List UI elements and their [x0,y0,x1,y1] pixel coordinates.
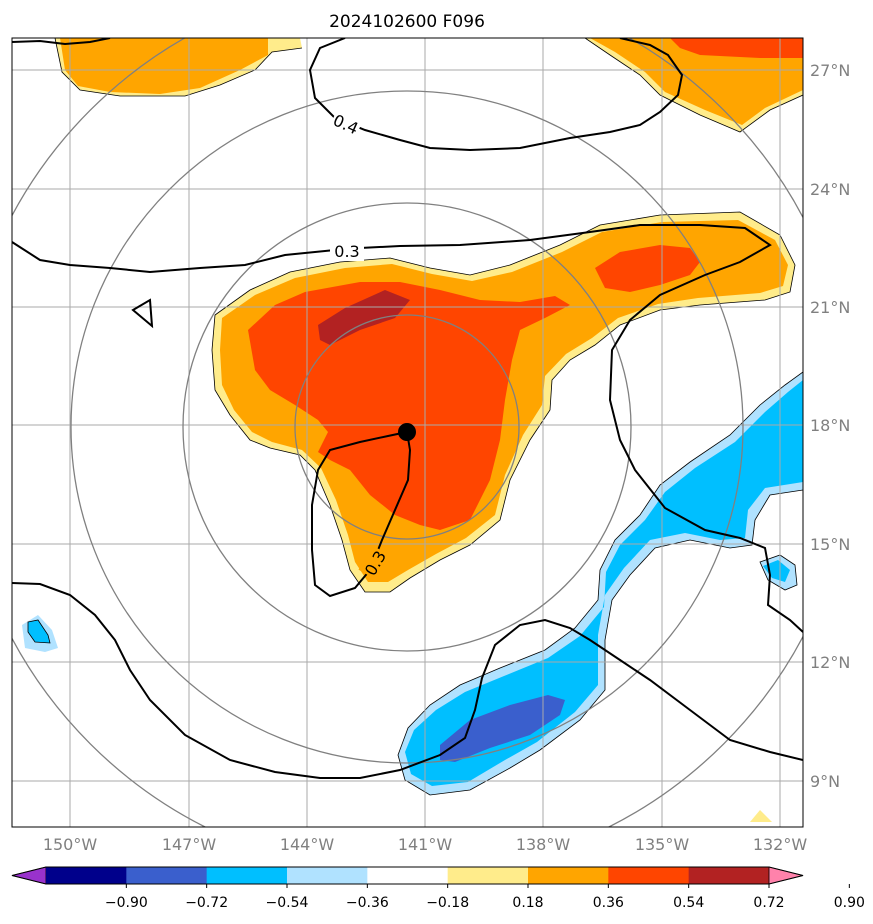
colorbar-tick-label: 0.54 [673,895,704,911]
colorbar-tick-label: −0.36 [346,895,389,911]
storm-center-marker [398,423,416,441]
contour-label-0-3-north: 0.3 [334,242,359,261]
colorbar-tick-label: 0.36 [593,895,624,911]
colorbar-segment [688,867,770,884]
colorbar-segment [287,867,368,884]
colorbar-tick-label: −0.90 [105,895,148,911]
lat-label: 18°N [810,416,850,435]
colorbar-tick-label: −0.18 [426,895,469,911]
lat-label: 9°N [810,772,840,791]
range-rings [12,38,803,827]
colorbar-segment [528,867,609,884]
map-title: 2024102600 F096 [329,12,485,32]
colorbar-segment [367,867,449,884]
colorbar-tick-label: 0.90 [834,895,865,911]
lat-label: 21°N [810,298,850,317]
colorbar-tick-label: −0.54 [266,895,309,911]
lon-label: 132°W [753,835,808,854]
lon-label: 141°W [398,835,453,854]
fill-blue-band [22,372,803,822]
colorbar-tick-label: 0.72 [753,895,784,911]
colorbar-segment [447,867,529,884]
lon-label: 147°W [162,835,217,854]
map-frame [11,37,804,828]
lat-label: 27°N [810,61,850,80]
lat-label: 24°N [810,180,850,199]
colorbar-extend-low [11,866,47,885]
colorbar-outline [11,866,804,885]
lon-label: 144°W [280,835,335,854]
colorbar-tick-label: −0.72 [185,895,228,911]
lat-label: 12°N [810,653,850,672]
colorbar-extend-high [768,866,804,885]
graticule [12,38,803,827]
lon-label: 138°W [516,835,571,854]
colorbar: −0.90 −0.72 −0.54 −0.36 −0.18 0.18 0.36 0.54 0.7… [11,866,865,911]
lat-label: 15°N [810,535,850,554]
fill-top-left [55,38,302,96]
latitude-labels: 27°N 24°N 21°N 18°N 15°N 12°N 9°N [810,61,850,791]
colorbar-tick-label: 0.18 [512,895,543,911]
map-area: 0.4 0.3 0.3 [12,38,803,827]
longitude-labels: 150°W 147°W 144°W 141°W 138°W 135°W 132°… [43,835,808,854]
lon-label: 135°W [635,835,690,854]
fill-top-right [585,38,803,132]
contour-lines [12,38,803,779]
lon-label: 150°W [43,835,98,854]
colorbar-segment [126,867,208,884]
colorbar-segment [206,867,288,884]
colorbar-segment [46,867,127,884]
colorbar-segment [608,867,690,884]
